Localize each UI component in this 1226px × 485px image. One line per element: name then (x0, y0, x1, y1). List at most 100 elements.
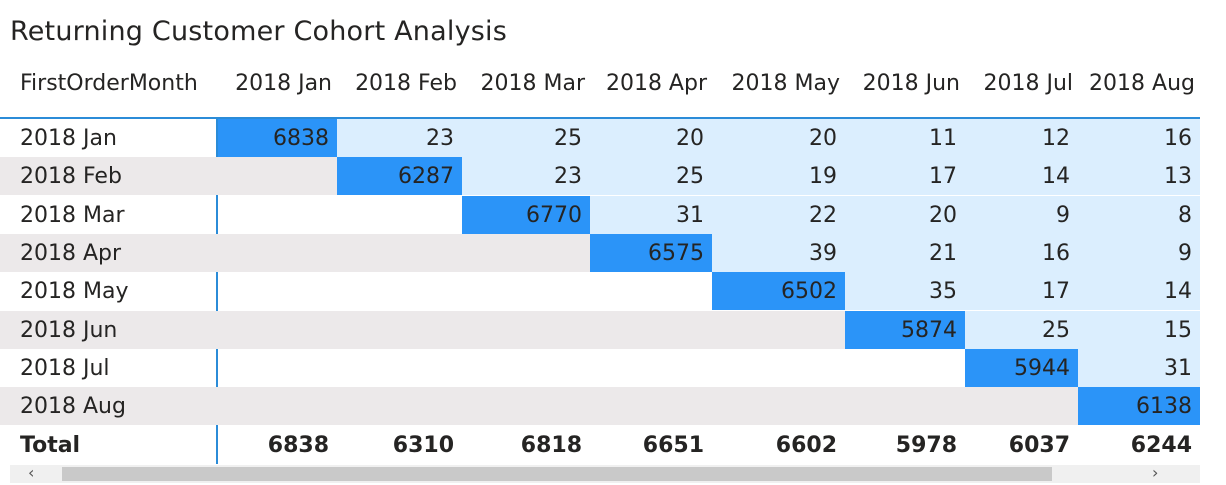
matrix-cell (218, 387, 337, 425)
matrix-cell: 6502 (712, 272, 845, 311)
matrix-cell (845, 387, 965, 425)
row-label: 2018 Jan (20, 126, 117, 151)
total-label: Total (20, 433, 81, 458)
matrix-cell (462, 272, 590, 310)
matrix-cell: 16 (965, 233, 1078, 272)
matrix-cell: 25 (462, 119, 590, 157)
total-cell: 6838 (267, 433, 329, 458)
matrix-cell: 6138 (1078, 387, 1200, 426)
matrix-cell (337, 349, 462, 387)
matrix-cell (590, 272, 712, 310)
horizontal-scrollbar[interactable]: ‹ › (10, 463, 1200, 483)
column-header: 2018 May (731, 71, 840, 96)
row-label-divider (216, 119, 218, 464)
total-cell: 6651 (642, 433, 704, 458)
header-divider (0, 117, 1200, 119)
matrix-cell (462, 349, 590, 387)
matrix-cell: 14 (1078, 272, 1200, 311)
total-row: Total 6838 6310 6818 6651 6602 5978 6037 6244 (0, 426, 1200, 466)
matrix-cell (337, 272, 462, 310)
row-label: 2018 Feb (20, 164, 122, 190)
matrix-cell (590, 311, 712, 349)
matrix-cell (965, 387, 1078, 425)
matrix-cell: 31 (590, 195, 712, 234)
total-cell: 5978 (895, 433, 957, 458)
column-header: 2018 Aug (1089, 71, 1195, 96)
scrollbar-thumb[interactable] (62, 467, 1052, 481)
total-cell: 6310 (392, 433, 454, 458)
matrix-cell: 31 (1078, 348, 1200, 387)
matrix-cell: 20 (845, 195, 965, 234)
table-row: 2018 Jan 6838 23 25 20 20 11 12 16 (0, 119, 1200, 157)
column-header: 2018 Jan (235, 71, 332, 96)
matrix-cell (462, 387, 590, 425)
matrix-cell: 6575 (590, 233, 712, 272)
matrix-cell (462, 311, 590, 349)
total-cell: 6037 (1008, 433, 1070, 458)
matrix-cell: 6838 (218, 119, 337, 157)
matrix-cell: 9 (965, 195, 1078, 234)
matrix-cell (218, 157, 337, 195)
table-row: 2018 Aug 6138 (0, 387, 1200, 426)
matrix-cell (337, 234, 462, 272)
matrix-cell: 39 (712, 233, 845, 272)
matrix-cell (712, 311, 845, 349)
column-header: 2018 Apr (605, 71, 707, 96)
matrix-cell: 5944 (965, 348, 1078, 387)
matrix-cell (337, 311, 462, 349)
matrix-cell: 23 (337, 119, 462, 157)
matrix-cell (462, 234, 590, 272)
table-row: 2018 Apr 6575 39 21 16 9 (0, 233, 1200, 272)
matrix-cell (337, 387, 462, 425)
matrix-cell (337, 196, 462, 234)
matrix-cell: 17 (845, 157, 965, 196)
matrix-cell: 15 (1078, 310, 1200, 349)
matrix-cell: 35 (845, 272, 965, 311)
row-label: 2018 Jul (20, 355, 110, 381)
column-header: 2018 Mar (480, 71, 586, 96)
matrix-cell (712, 349, 845, 387)
row-label: 2018 Mar (20, 202, 125, 228)
matrix-cell: 23 (462, 157, 590, 196)
table-row: 2018 Mar 6770 31 22 20 9 8 (0, 195, 1200, 234)
matrix-cell: 14 (965, 157, 1078, 196)
matrix-cell: 20 (712, 119, 845, 157)
matrix-cell (845, 349, 965, 387)
matrix-cell (218, 272, 337, 310)
matrix-cell (590, 387, 712, 425)
total-cell: 6818 (520, 433, 582, 458)
matrix-cell: 12 (965, 119, 1078, 157)
scroll-right-icon[interactable]: › (1152, 463, 1159, 482)
matrix-cell: 21 (845, 233, 965, 272)
matrix-cell: 16 (1078, 119, 1200, 157)
matrix-cell: 5874 (845, 310, 965, 349)
matrix-cell: 11 (845, 119, 965, 157)
total-cell: 6244 (1130, 433, 1192, 458)
matrix-cell: 8 (1078, 195, 1200, 234)
matrix-cell (218, 196, 337, 234)
matrix-cell (218, 311, 337, 349)
matrix-cell: 9 (1078, 233, 1200, 272)
column-header: 2018 Feb (355, 71, 457, 96)
matrix-cell (712, 387, 845, 425)
column-header: 2018 Jun (862, 71, 960, 96)
matrix-cell: 22 (712, 195, 845, 234)
matrix-cell: 25 (965, 310, 1078, 349)
chart-title: Returning Customer Cohort Analysis (10, 16, 507, 47)
table-row: 2018 Feb 6287 23 25 19 17 14 13 (0, 157, 1200, 196)
scroll-left-icon[interactable]: ‹ (28, 463, 35, 482)
matrix-cell: 19 (712, 157, 845, 196)
matrix-cell: 6770 (462, 195, 590, 234)
matrix-cell (218, 349, 337, 387)
row-label: 2018 Aug (20, 394, 126, 420)
table-row: 2018 Jul 5944 31 (0, 348, 1200, 387)
row-label: 2018 Apr (20, 240, 122, 266)
matrix-cell: 25 (590, 157, 712, 196)
matrix-cell: 20 (590, 119, 712, 157)
row-label: 2018 May (20, 279, 129, 305)
total-cell: 6602 (775, 433, 837, 458)
row-label: 2018 Jun (20, 317, 118, 343)
table-row: 2018 Jun 5874 25 15 (0, 310, 1200, 349)
matrix-cell (218, 234, 337, 272)
matrix-cell (590, 349, 712, 387)
